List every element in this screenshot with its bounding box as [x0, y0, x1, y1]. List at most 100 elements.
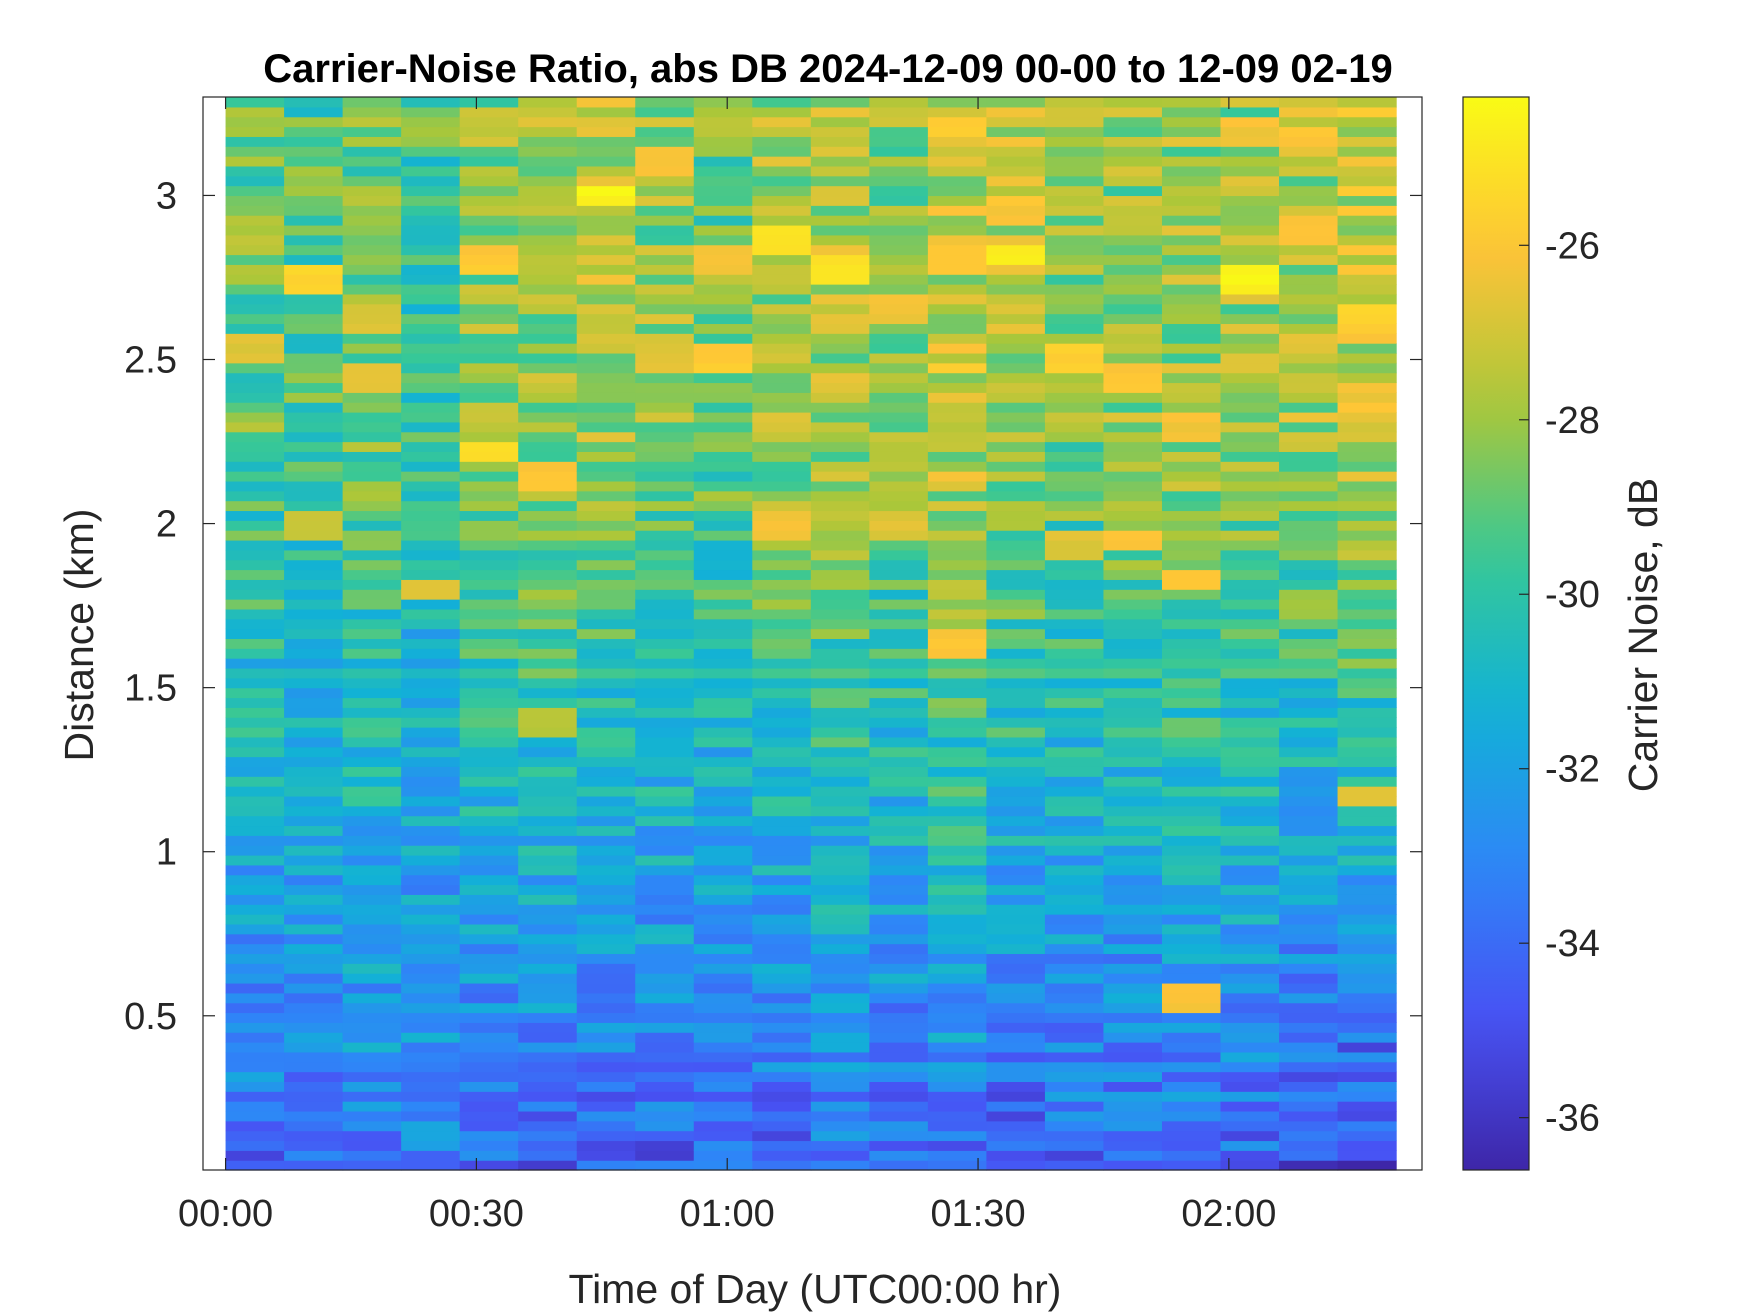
heatmap-cell	[693, 825, 753, 836]
heatmap-cell	[225, 264, 285, 275]
heatmap-cell	[752, 658, 812, 669]
heatmap-cell	[225, 559, 285, 571]
heatmap-cell	[576, 992, 636, 1004]
heatmap-cell	[1044, 146, 1105, 157]
heatmap-cell	[1044, 756, 1105, 767]
heatmap-cell	[1161, 982, 1222, 994]
heatmap-cell	[693, 599, 753, 610]
heatmap-cell	[284, 943, 344, 955]
heatmap-cell	[869, 963, 929, 974]
heatmap-cell	[225, 175, 285, 187]
heatmap-cell	[401, 697, 461, 708]
heatmap-cell	[752, 156, 812, 167]
heatmap-cell	[225, 1071, 285, 1082]
heatmap-cell	[1220, 1002, 1280, 1014]
heatmap-cell	[1161, 175, 1222, 187]
heatmap-cell	[752, 1101, 812, 1112]
heatmap-cell	[401, 776, 461, 787]
heatmap-cell	[635, 106, 695, 118]
heatmap-cell	[752, 402, 812, 413]
heatmap-cell	[225, 825, 285, 836]
heatmap-cell	[810, 156, 870, 167]
heatmap-cell	[752, 1042, 812, 1053]
heatmap-cell	[752, 815, 812, 827]
heatmap-cell	[1044, 963, 1105, 974]
heatmap-cell	[810, 1061, 870, 1073]
heatmap-cell	[635, 756, 695, 767]
heatmap-cell	[869, 362, 929, 374]
heatmap-cell	[1161, 471, 1222, 482]
heatmap-cell	[1279, 864, 1339, 876]
heatmap-cell	[459, 923, 519, 935]
heatmap-cell	[927, 667, 988, 679]
heatmap-cell	[518, 362, 578, 374]
heatmap-cell	[1337, 874, 1397, 886]
heatmap-cell	[1161, 1081, 1222, 1092]
heatmap-cell	[693, 510, 753, 521]
heatmap-cell	[284, 224, 344, 236]
heatmap-cell	[986, 933, 1046, 945]
heatmap-cell	[342, 412, 402, 423]
y-tick-label: 1.5	[124, 668, 177, 710]
heatmap-cell	[693, 471, 753, 482]
heatmap-cell	[576, 658, 636, 669]
heatmap-cell	[576, 677, 636, 689]
heatmap-cell	[1279, 687, 1339, 699]
heatmap-cell	[1337, 126, 1397, 137]
heatmap-cell	[284, 638, 344, 649]
heatmap-cell	[225, 864, 285, 876]
heatmap-cell	[927, 97, 988, 108]
heatmap-cell	[284, 195, 344, 206]
heatmap-cell	[1337, 106, 1397, 118]
heatmap-cell	[927, 815, 988, 827]
heatmap-cell	[869, 1032, 929, 1043]
heatmap-cell	[576, 1032, 636, 1043]
heatmap-cell	[986, 106, 1046, 118]
heatmap-cell	[810, 185, 870, 197]
heatmap-cell	[927, 1032, 988, 1043]
heatmap-cell	[986, 254, 1046, 265]
heatmap-cell	[518, 490, 578, 502]
heatmap-cell	[1279, 254, 1339, 265]
heatmap-cell	[927, 1051, 988, 1063]
heatmap-cell	[1044, 894, 1105, 905]
heatmap-cell	[635, 1032, 695, 1043]
heatmap-cell	[459, 717, 519, 728]
heatmap-cell	[986, 707, 1046, 718]
heatmap-cell	[752, 185, 812, 197]
heatmap-cell	[284, 97, 344, 108]
heatmap-cell	[1103, 97, 1163, 108]
heatmap-cell	[693, 746, 753, 758]
heatmap-cell	[1103, 441, 1163, 452]
heatmap-cell	[401, 234, 461, 246]
heatmap-cell	[401, 648, 461, 659]
heatmap-cell	[342, 835, 402, 846]
heatmap-cell	[635, 254, 695, 265]
heatmap-cell	[810, 1081, 870, 1092]
heatmap-cell	[927, 461, 988, 472]
heatmap-cell	[342, 372, 402, 384]
heatmap-cell	[576, 215, 636, 226]
heatmap-cell	[927, 372, 988, 384]
heatmap-cell	[1161, 136, 1222, 147]
heatmap-cell	[284, 697, 344, 708]
heatmap-cell	[927, 648, 988, 659]
heatmap-cell	[1161, 963, 1222, 974]
heatmap-cell	[1103, 992, 1163, 1004]
heatmap-cell	[576, 648, 636, 659]
heatmap-cell	[1220, 343, 1280, 354]
heatmap-cell	[869, 717, 929, 728]
heatmap-cell	[1337, 539, 1397, 551]
heatmap-cell	[693, 658, 753, 669]
heatmap-cell	[1220, 1012, 1280, 1023]
heatmap-cell	[518, 982, 578, 994]
heatmap-cell	[1103, 333, 1163, 344]
heatmap-cell	[342, 392, 402, 403]
heatmap-cell	[342, 914, 402, 925]
heatmap-cell	[693, 1032, 753, 1043]
heatmap-cell	[401, 914, 461, 925]
heatmap-cell	[810, 628, 870, 640]
heatmap-cell	[1337, 845, 1397, 856]
heatmap-cell	[225, 943, 285, 955]
heatmap-cell	[1337, 727, 1397, 738]
